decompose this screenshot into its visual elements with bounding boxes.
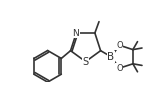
Text: N: N (73, 28, 79, 37)
Text: O: O (116, 41, 123, 50)
Text: S: S (82, 57, 89, 67)
Text: B: B (107, 52, 115, 62)
Text: O: O (116, 64, 123, 73)
